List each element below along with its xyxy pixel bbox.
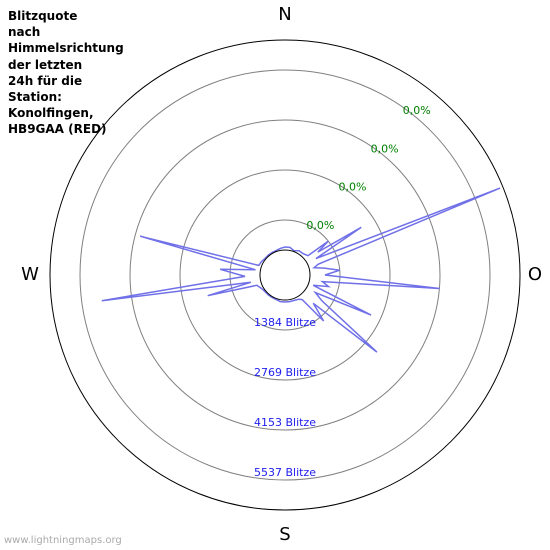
- percent-ring-label: 0,0%: [371, 142, 399, 155]
- percent-ring-label: 0,0%: [403, 104, 431, 117]
- blitze-ring-label: 1384 Blitze: [254, 316, 316, 329]
- percent-ring-label: 0,0%: [339, 181, 367, 194]
- blitze-ring-label: 5537 Blitze: [254, 466, 316, 479]
- cardinal-O: O: [528, 264, 542, 285]
- blitze-ring-label: 4153 Blitze: [254, 416, 316, 429]
- percent-labels: 0,0% 0,0% 0,0% 0,0%: [306, 104, 430, 232]
- percent-ring-label: 0,0%: [306, 219, 334, 232]
- cardinal-W: W: [21, 264, 39, 285]
- blitze-labels: 1384 Blitze 2769 Blitze 4153 Blitze 5537 Bl…: [254, 316, 316, 479]
- cardinal-N: N: [278, 4, 291, 25]
- blitze-ring-label: 2769 Blitze: [254, 366, 316, 379]
- cardinal-S: S: [279, 524, 290, 545]
- polar-chart: 0,0% 0,0% 0,0% 0,0% 1384 Blitze 2769 Blitze 4…: [0, 0, 550, 550]
- center-hole: [260, 250, 310, 300]
- watermark: www.lightningmaps.org: [4, 535, 122, 546]
